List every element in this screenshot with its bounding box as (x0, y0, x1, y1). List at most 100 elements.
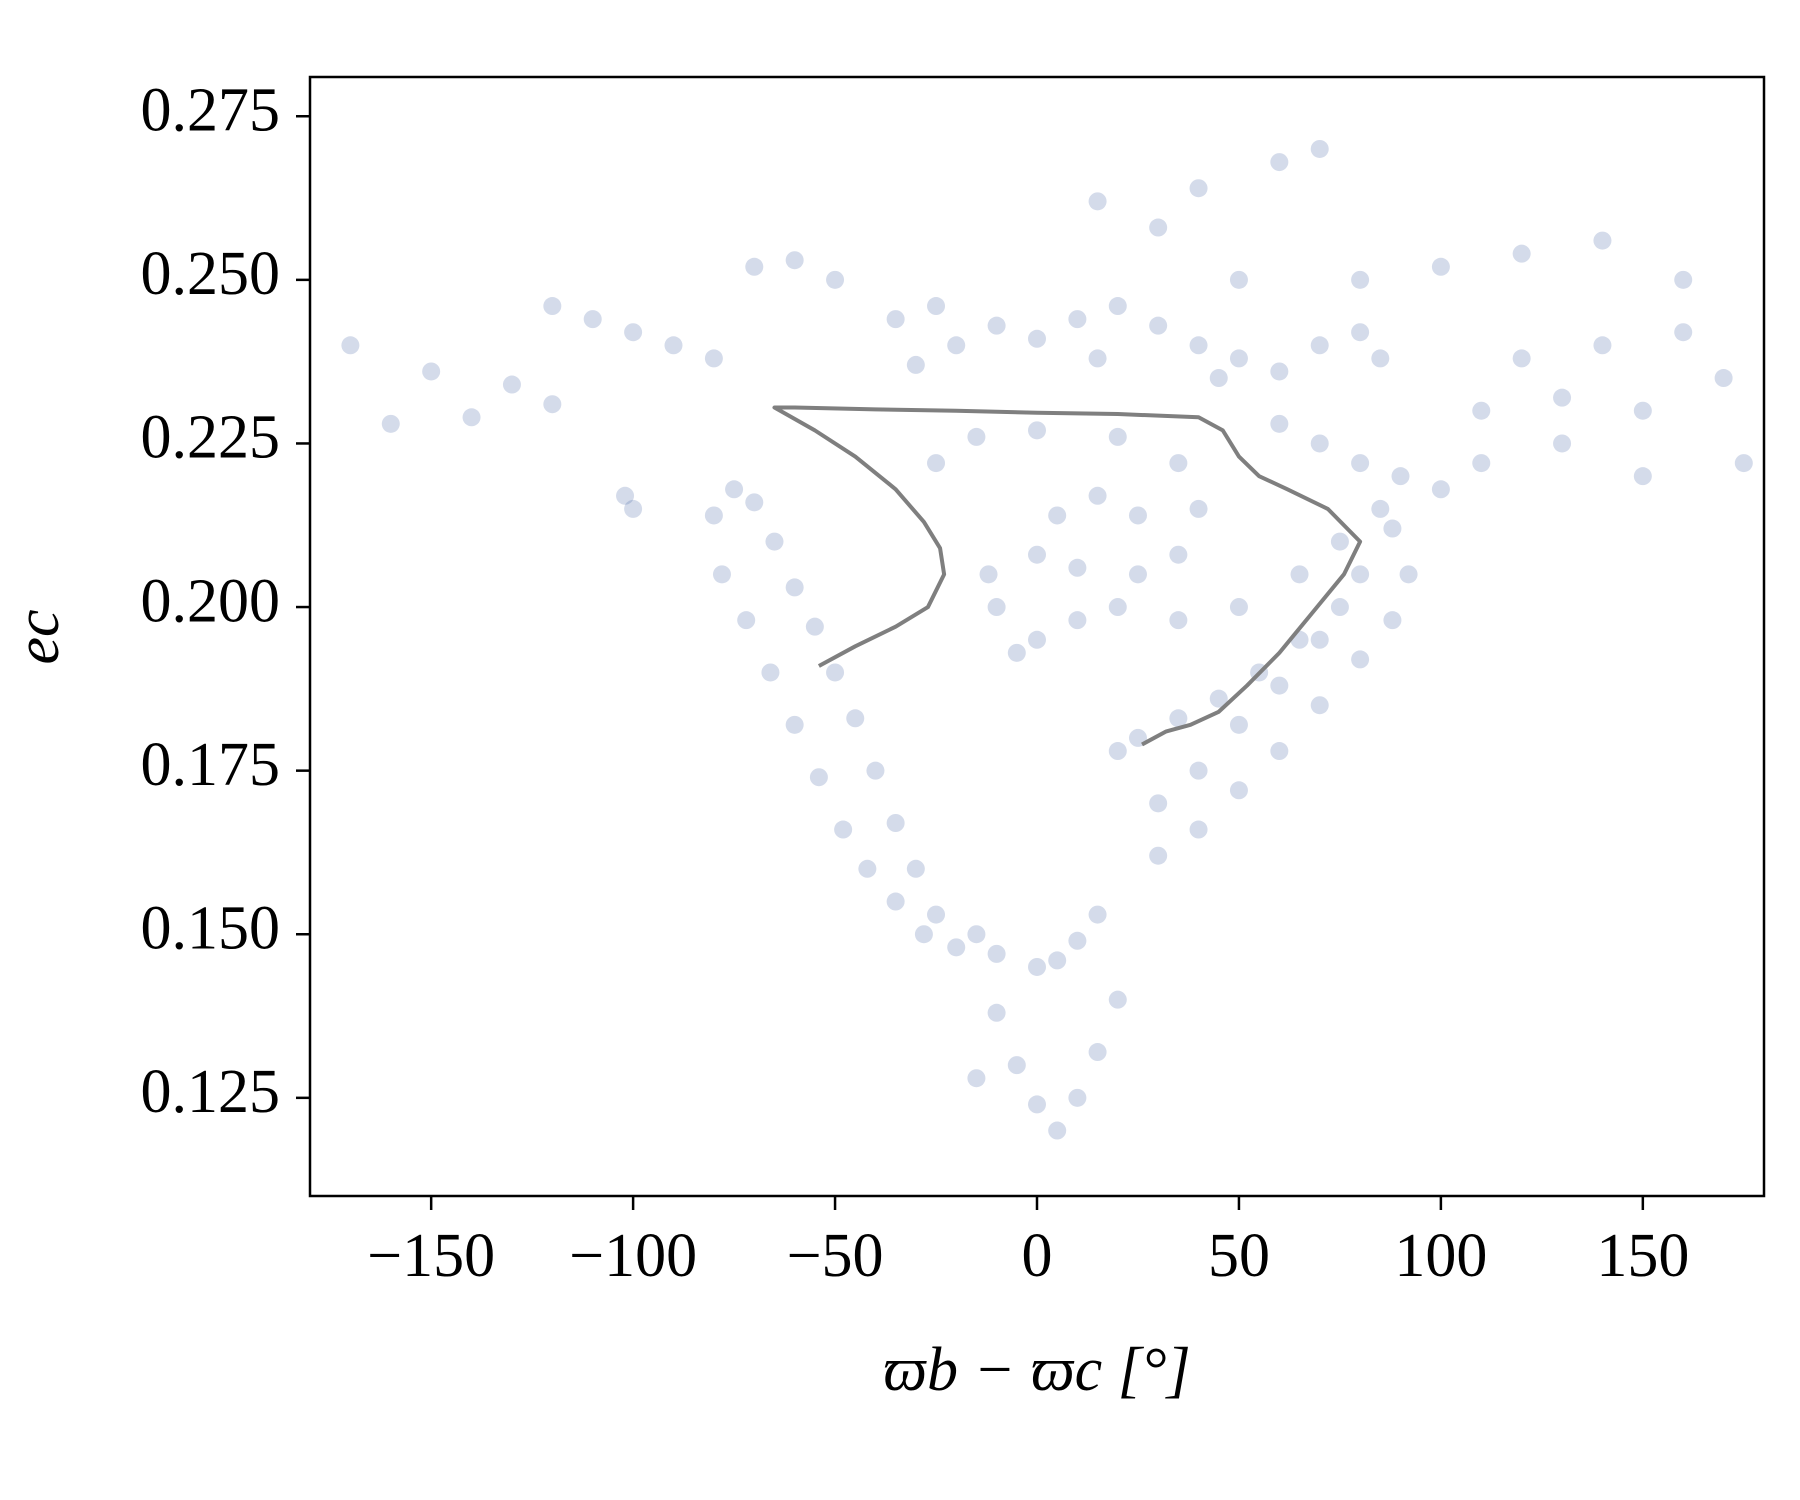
scatter-point (1007, 1056, 1026, 1075)
scatter-point (704, 349, 723, 368)
scatter-point (1431, 480, 1450, 499)
scatter-point (967, 427, 986, 446)
scatter-point (826, 663, 845, 682)
scatter-point (1310, 336, 1329, 355)
scatter-point (1674, 323, 1693, 342)
scatter-point (1593, 231, 1612, 250)
scatter-point (886, 814, 905, 832)
scatter-point (846, 709, 865, 728)
scatter-point (543, 395, 562, 414)
scatter-point (1209, 689, 1228, 708)
scatter-point (1310, 434, 1329, 453)
x-tick-label: −150 (367, 1222, 495, 1290)
scatter-point (1383, 611, 1402, 630)
scatter-point (1431, 257, 1450, 276)
scatter-point (1189, 499, 1208, 518)
scatter-point (947, 938, 966, 957)
scatter-point (785, 578, 804, 597)
scatter-point (422, 362, 441, 381)
scatter-point (1068, 310, 1087, 329)
scatter-point (826, 270, 845, 289)
scatter-point (1068, 931, 1087, 950)
scatter-point (1169, 454, 1188, 473)
scatter-point (1028, 957, 1046, 976)
scatter-point (1189, 179, 1208, 198)
scatter-point (886, 892, 905, 911)
scatter-point (1229, 270, 1248, 289)
scatter-point (1310, 630, 1329, 649)
scatter-point (1472, 454, 1491, 473)
scatter-point (1229, 598, 1248, 617)
scatter-point (1088, 192, 1107, 211)
y-tick-label: 0.175 (141, 731, 281, 799)
y-tick-label: 0.225 (141, 404, 281, 472)
scatter-point (1633, 467, 1652, 486)
y-axis-label: ec (4, 609, 72, 664)
scatter-point (745, 493, 764, 512)
scatter-point (906, 355, 925, 374)
scatter-point (1229, 781, 1248, 800)
scatter-point (1128, 565, 1147, 584)
scatter-point (1209, 369, 1228, 388)
x-tick-label: −50 (787, 1222, 884, 1290)
y-tick-label: 0.125 (141, 1058, 281, 1126)
scatter-point (704, 506, 723, 525)
scatter-point (785, 715, 804, 734)
scatter-point (725, 480, 744, 499)
scatter-point (1270, 676, 1289, 695)
scatter-point (1169, 545, 1188, 564)
x-tick-label: 100 (1394, 1222, 1487, 1290)
scatter-point (987, 316, 1006, 335)
scatter-point (1149, 316, 1168, 335)
scatter-point (927, 905, 946, 924)
scatter-point (1229, 715, 1248, 734)
scatter-point (1028, 421, 1046, 440)
scatter-point (1553, 388, 1572, 407)
scatter-point (761, 663, 780, 682)
scatter-point (1108, 427, 1127, 446)
scatter-point (1007, 643, 1026, 662)
scatter-point (341, 336, 360, 355)
scatter-point (765, 532, 784, 551)
scatter-point (1108, 742, 1127, 761)
scatter-point (1189, 336, 1208, 355)
scatter-point (886, 310, 905, 329)
scatter-point (1270, 153, 1289, 172)
y-tick-label: 0.200 (141, 567, 281, 635)
scatter-point (1734, 454, 1753, 473)
scatter-point (1351, 650, 1370, 669)
scatter-point (1108, 990, 1127, 1009)
scatter-point (906, 859, 925, 878)
scatter-point (834, 820, 853, 839)
x-axis-label: ϖb − ϖc [°] (883, 1336, 1190, 1404)
scatter-point (1351, 454, 1370, 473)
scatter-point (1149, 218, 1168, 237)
scatter-point (927, 297, 946, 316)
scatter-point (381, 414, 400, 433)
scatter-point (1028, 630, 1046, 649)
scatter-point (462, 408, 481, 427)
x-tick-label: 0 (1022, 1222, 1053, 1290)
scatter-point (1371, 349, 1390, 368)
scatter-point (1028, 545, 1046, 564)
scatter-point (1048, 1121, 1067, 1140)
scatter-point (1714, 369, 1733, 388)
scatter-point (1351, 323, 1370, 342)
scatter-point (1351, 565, 1370, 584)
scatter-point (1330, 598, 1349, 617)
scatter-point (1270, 362, 1289, 381)
scatter-point (1310, 696, 1329, 715)
scatter-point (1512, 349, 1531, 368)
scatter-point (1068, 1088, 1087, 1107)
scatter-point (1088, 1043, 1107, 1062)
scatter-point (543, 297, 562, 316)
scatter-point (785, 251, 804, 270)
scatter-point (1189, 820, 1208, 839)
y-tick-label: 0.275 (141, 76, 281, 144)
scatter-point (1674, 270, 1693, 289)
scatter-point (1399, 565, 1418, 584)
scatter-point (1270, 742, 1289, 761)
x-tick-label: 50 (1208, 1222, 1270, 1290)
scatter-point (1108, 297, 1127, 316)
